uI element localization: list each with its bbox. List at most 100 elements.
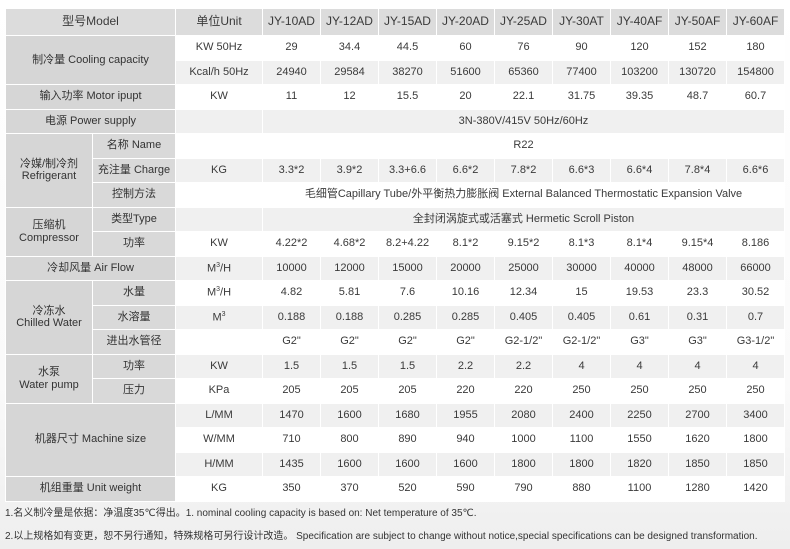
group-label-line: Chilled Water	[16, 317, 82, 330]
value-cell: 29	[262, 35, 321, 61]
value-cell: 8.1*3	[552, 231, 611, 257]
value-cell: 0.188	[320, 304, 379, 330]
value-cell: 25000	[494, 255, 553, 281]
value-cell: 31.75	[552, 84, 611, 110]
value-cell: 1620	[668, 427, 727, 453]
value-cell: 5.81	[320, 280, 379, 306]
unit-cell: M3	[175, 304, 263, 330]
value-cell: 60	[436, 35, 495, 61]
value-cell: 890	[378, 427, 437, 453]
value-cell: 0.7	[726, 304, 785, 330]
row-sub-label: 功率	[92, 231, 176, 257]
value-cell: 710	[262, 427, 321, 453]
table-row: 冷媒/制冷剂 Refrigerant 名称 Name R22	[5, 133, 785, 208]
model-column-header: JY-60AF	[726, 8, 785, 36]
value-cell: 0.405	[494, 304, 553, 330]
model-column-header: JY-10AD	[262, 8, 321, 36]
value-cell: 6.6*3	[552, 157, 611, 183]
value-cell: 1800	[552, 451, 611, 477]
unit-cell: H/MM	[175, 451, 263, 477]
row-sub-label: 名称 Name	[92, 133, 176, 159]
unit-cell: KG	[175, 476, 263, 502]
value-cell: 12000	[320, 255, 379, 281]
row-group-label: 冷却风量 Air Flow	[5, 255, 176, 281]
value-cell: 103200	[610, 59, 669, 85]
value-cell: 1.5	[262, 353, 321, 379]
unit-cell	[175, 206, 263, 232]
value-cell: 1800	[494, 451, 553, 477]
row-group-label: 冷媒/制冷剂 Refrigerant	[5, 133, 93, 208]
value-cell: G2"	[320, 329, 379, 355]
superscript: 3	[221, 310, 226, 318]
table-row: 冷却风量 Air Flow M3/H 10000 12000 15000 20000 250…	[5, 255, 785, 281]
value-cell: 0.285	[436, 304, 495, 330]
spec-table: 型号Model 单位Unit JY-10AD JY-12AD JY-15AD JY-20A…	[5, 8, 785, 502]
value-cell: 1850	[668, 451, 727, 477]
model-column-header: JY-20AD	[436, 8, 495, 36]
value-cell: 10000	[262, 255, 321, 281]
row-group-label: 冷冻水 Chilled Water	[5, 280, 93, 355]
spanned-value-cell: 全封闭涡旋式或活塞式 Hermetic Scroll Piston	[262, 206, 785, 232]
unit-cell	[175, 329, 263, 355]
value-cell: 2.2	[494, 353, 553, 379]
unit-cell: KW	[175, 84, 263, 110]
row-group-label: 机组重量 Unit weight	[5, 476, 176, 502]
unit-cell: KG	[175, 157, 263, 183]
table-row: 压力 KPa 205 205 205 220 220 250 250 250 250	[6, 378, 785, 404]
unit-header: 单位Unit	[175, 8, 263, 36]
value-cell: 1600	[436, 451, 495, 477]
unit-cell: KW	[175, 231, 263, 257]
model-column-header: JY-15AD	[378, 8, 437, 36]
table-row: 制冷量 Cooling capacity KW 50Hz 29 34.4 44.5 60 7…	[5, 35, 785, 85]
value-cell: 1.5	[378, 353, 437, 379]
superscript: 3	[216, 286, 221, 294]
value-cell: 1955	[436, 402, 495, 428]
table-row: 机器尺寸 Machine size L/MM 1470 1600 1680 1955 208…	[5, 402, 785, 477]
value-cell: 7.8*2	[494, 157, 553, 183]
header-row: 型号Model 单位Unit JY-10AD JY-12AD JY-15AD JY-20A…	[5, 8, 785, 36]
value-cell: 8.1*2	[436, 231, 495, 257]
value-cell: 48000	[668, 255, 727, 281]
value-cell: 22.1	[494, 84, 553, 110]
value-cell: G2"	[436, 329, 495, 355]
value-cell: 2080	[494, 402, 553, 428]
value-cell: 180	[726, 35, 785, 61]
value-cell: 1435	[262, 451, 321, 477]
value-cell: 3.9*2	[320, 157, 379, 183]
value-cell: 23.3	[668, 280, 727, 306]
group-label-line: 水泵	[38, 365, 60, 378]
value-cell: 3.3+6.6	[378, 157, 437, 183]
value-cell: 65360	[494, 59, 553, 85]
spanned-value-cell: R22	[262, 133, 785, 159]
value-cell: 12	[320, 84, 379, 110]
table-row: 水泵 Water pump 功率 KW 1.5 1.5 1.5 2.2 2.2 4 4 4 4	[5, 353, 785, 404]
model-column-header: JY-25AD	[494, 8, 553, 36]
value-cell: 90	[552, 35, 611, 61]
footnote-1: 1.名义制冷量是依据：净温度35℃得出。1. nominal cooling c…	[5, 508, 477, 519]
group-label-line: Water pump	[19, 378, 79, 391]
model-header: 型号Model	[5, 8, 176, 36]
value-cell: 880	[552, 476, 611, 502]
value-cell: 1280	[668, 476, 727, 502]
value-cell: 154800	[726, 59, 785, 85]
table-row: 电源 Power supply 3N-380V/415V 50Hz/60Hz	[5, 108, 785, 134]
value-cell: 6.6*2	[436, 157, 495, 183]
table-row: H/MM 1435 1600 1600 1600 1800 1800 1820 1850 1850	[6, 451, 785, 477]
unit-cell: W/MM	[175, 427, 263, 453]
value-cell: 0.61	[610, 304, 669, 330]
value-cell: G2"	[262, 329, 321, 355]
spanned-value-cell: 3N-380V/415V 50Hz/60Hz	[262, 108, 785, 134]
value-cell: 205	[320, 378, 379, 404]
value-cell: 1680	[378, 402, 437, 428]
value-cell: 60.7	[726, 84, 785, 110]
row-sub-label: 类型Type	[92, 206, 176, 232]
row-sub-label: 控制方法	[92, 182, 176, 208]
unit-cell: M3/H	[175, 280, 263, 306]
unit-cell: L/MM	[175, 402, 263, 428]
value-cell: 9.15*4	[668, 231, 727, 257]
value-cell: 1100	[610, 476, 669, 502]
value-cell: 15	[552, 280, 611, 306]
row-sub-label: 进出水管径	[92, 329, 176, 355]
value-cell: 250	[668, 378, 727, 404]
value-cell: 2400	[552, 402, 611, 428]
